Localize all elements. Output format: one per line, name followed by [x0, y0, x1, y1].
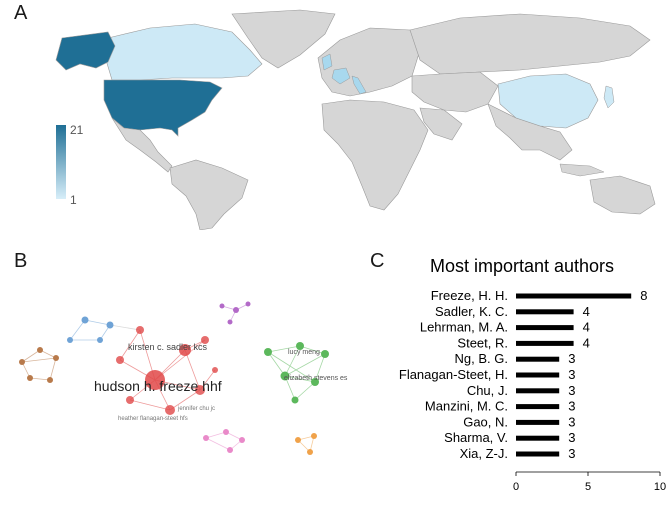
- x-tick-label: 0: [513, 481, 519, 493]
- japan-shape: [603, 85, 615, 109]
- bar: [516, 340, 574, 346]
- world-map: 21 1: [55, 9, 656, 230]
- bar: [516, 451, 560, 457]
- indonesia-shape: [559, 163, 605, 177]
- bar-category-label: Freeze, H. H.: [431, 288, 508, 303]
- bar-category-label: Lehrman, M. A.: [420, 320, 508, 335]
- bar-category-label: Ng, B. G.: [455, 351, 508, 366]
- map-legend-gradient: [56, 125, 66, 199]
- bars-group: Freeze, H. H. 8 Sadler, K. C. 4 Lehrman, M. …: [399, 288, 648, 461]
- bar: [516, 356, 560, 362]
- canada-shape: [105, 23, 263, 81]
- bar-category-label: Gao, N.: [463, 414, 508, 429]
- panel-label-c: C: [370, 250, 385, 272]
- bar-category-label: Flanagan-Steet, H.: [399, 367, 508, 382]
- africa-shape: [321, 99, 429, 211]
- bar: [516, 293, 632, 299]
- bar-category-label: Xia, Z-J.: [460, 446, 508, 461]
- network-label-freeze: hudson h. freeze hhf: [94, 378, 222, 394]
- bar-value-label: 3: [568, 446, 575, 461]
- bar-value-label: 4: [583, 304, 590, 319]
- network-label-flanagan: heather flanagan-steet hfs: [118, 416, 188, 422]
- bar: [516, 388, 560, 394]
- italy-shape: [351, 75, 367, 95]
- coauthor-network: kirsten c. sadler kcs hudson h. freeze h…: [19, 301, 348, 455]
- france-shape: [331, 67, 351, 85]
- network-nodes: [19, 301, 329, 455]
- bar-category-label: Manzini, M. C.: [425, 399, 508, 414]
- europe-shape: [317, 27, 421, 97]
- australia-shape: [589, 175, 656, 215]
- bar: [516, 419, 560, 425]
- russia-shape: [409, 13, 651, 75]
- legend-max-label: 21: [70, 123, 84, 137]
- authors-bar-chart: Most important authors Freeze, H. H. 8 Sad…: [399, 256, 666, 493]
- network-label-meng: lucy meng: [288, 349, 320, 356]
- node-freeze: [145, 370, 165, 390]
- south-america-shape: [169, 159, 249, 230]
- bar-value-label: 3: [568, 367, 575, 382]
- central-asia-shape: [411, 71, 499, 113]
- uk-shape: [321, 53, 333, 71]
- bar-value-label: 3: [568, 414, 575, 429]
- node-sadler: [179, 344, 191, 356]
- greenland-shape: [231, 9, 336, 69]
- bar: [516, 309, 574, 315]
- x-tick-label: 10: [654, 481, 666, 493]
- network-label-sadler: kirsten c. sadler kcs: [128, 342, 208, 352]
- panel-label-a: A: [14, 2, 28, 24]
- network-label-chu: jennifer chu jc: [177, 406, 215, 412]
- chart-title: Most important authors: [430, 256, 614, 276]
- mexico-shape: [111, 117, 173, 173]
- alaska-shape: [55, 31, 116, 71]
- bar-category-label: Sadler, K. C.: [435, 304, 508, 319]
- bar-value-label: 4: [583, 320, 590, 335]
- bar-value-label: 3: [568, 430, 575, 445]
- south-asia-shape: [487, 103, 573, 161]
- legend-min-label: 1: [70, 193, 77, 207]
- china-shape: [497, 73, 599, 129]
- bar: [516, 435, 560, 441]
- bar: [516, 404, 560, 410]
- bar-category-label: Sharma, V.: [444, 430, 508, 445]
- bar-value-label: 4: [583, 335, 590, 350]
- x-tick-label: 5: [585, 481, 591, 493]
- bar-value-label: 3: [568, 351, 575, 366]
- bar-value-label: 3: [568, 383, 575, 398]
- network-label-stevens: elizabeth stevens es: [284, 375, 348, 382]
- x-axis-ticks: 0 5 10: [513, 472, 666, 493]
- bar-category-label: Chu, J.: [467, 383, 508, 398]
- panel-label-b: B: [14, 250, 28, 272]
- bar: [516, 372, 560, 378]
- bar: [516, 325, 574, 331]
- bar-category-label: Steet, R.: [457, 335, 508, 350]
- bar-value-label: 3: [568, 399, 575, 414]
- bar-value-label: 8: [640, 288, 647, 303]
- arabia-shape: [419, 107, 463, 141]
